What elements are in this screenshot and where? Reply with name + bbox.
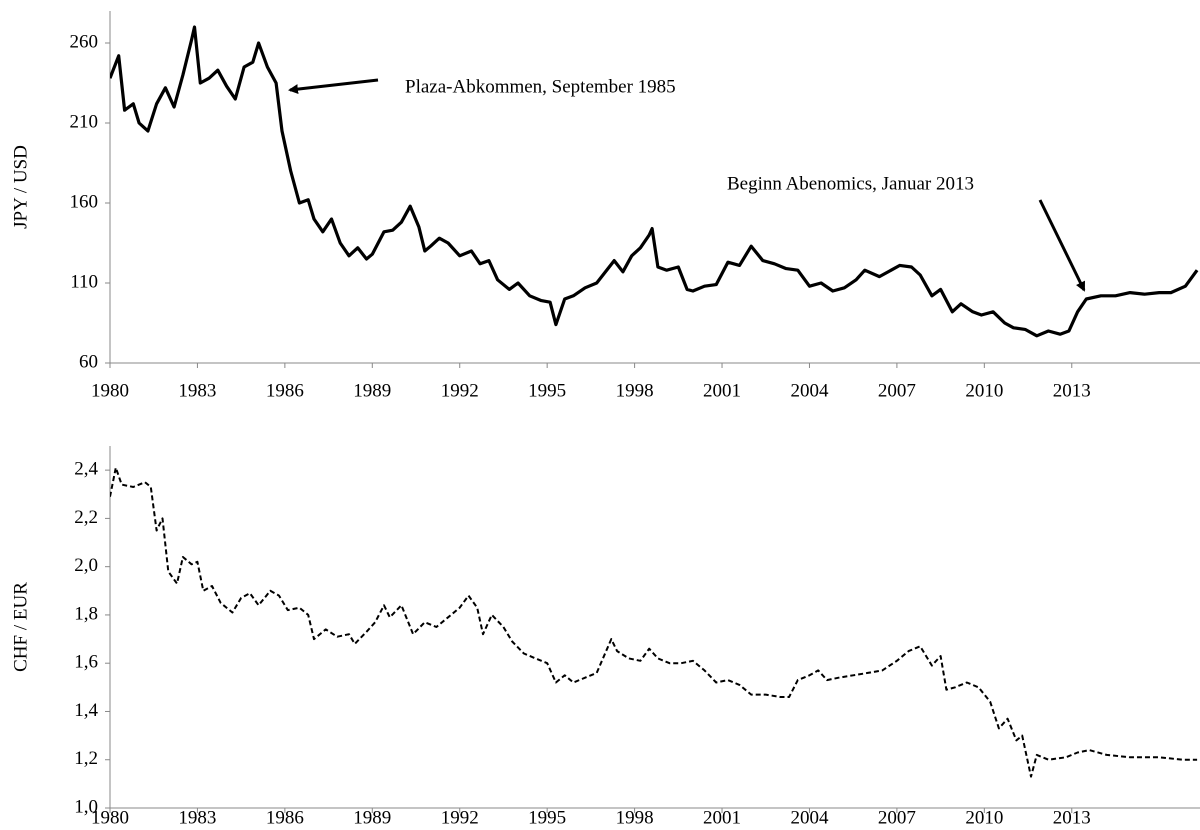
- x-tick-label: 1980: [91, 807, 129, 828]
- x-tick-label: 2007: [878, 807, 916, 828]
- x-tick-label: 2013: [1053, 807, 1091, 828]
- x-tick-label: 1998: [616, 807, 654, 828]
- x-tick-label: 1989: [353, 380, 391, 401]
- x-tick-label: 1983: [178, 807, 216, 828]
- y-tick-label: 260: [70, 31, 99, 52]
- y-axis-title: CHF / EUR: [10, 582, 31, 672]
- annotation-arrow: [288, 78, 379, 95]
- x-tick-label: 1992: [441, 807, 479, 828]
- data-line: [110, 466, 1198, 778]
- data-line: [110, 25, 1199, 338]
- y-tick-label: 1,2: [74, 748, 98, 769]
- x-tick-label: 2004: [790, 380, 829, 401]
- y-axis-title: JPY / USD: [10, 145, 31, 229]
- x-tick-label: 1989: [353, 807, 391, 828]
- y-tick-label: 2,0: [74, 555, 98, 576]
- x-tick-label: 2001: [703, 380, 741, 401]
- y-tick-label: 2,2: [74, 507, 98, 528]
- x-tick-label: 2010: [965, 807, 1003, 828]
- x-tick-label: 2010: [965, 380, 1003, 401]
- y-tick-label: 1,8: [74, 603, 98, 624]
- y-tick-label: 1,6: [74, 652, 98, 673]
- y-tick-label: 210: [70, 111, 99, 132]
- x-tick-label: 2013: [1053, 380, 1091, 401]
- x-tick-label: 2004: [790, 807, 829, 828]
- x-tick-label: 1998: [616, 380, 654, 401]
- x-tick-label: 1995: [528, 380, 566, 401]
- x-tick-label: 1983: [178, 380, 216, 401]
- x-tick-label: 1986: [266, 380, 304, 401]
- y-tick-label: 160: [70, 191, 99, 212]
- annotation: Beginn Abenomics, Januar 2013: [727, 173, 974, 194]
- x-tick-label: 2007: [878, 380, 916, 401]
- y-tick-label: 1,4: [74, 700, 98, 721]
- x-tick-label: 1980: [91, 380, 129, 401]
- y-tick-label: 1,0: [74, 796, 98, 817]
- x-tick-label: 2001: [703, 807, 741, 828]
- annotation: Plaza-Abkommen, September 1985: [405, 76, 676, 97]
- y-tick-label: 60: [79, 351, 98, 372]
- y-tick-label: 110: [70, 271, 98, 292]
- x-tick-label: 1986: [266, 807, 304, 828]
- annotation-arrow: [1038, 199, 1086, 292]
- x-tick-label: 1992: [441, 380, 479, 401]
- x-tick-label: 1995: [528, 807, 566, 828]
- y-tick-label: 2,4: [74, 458, 98, 479]
